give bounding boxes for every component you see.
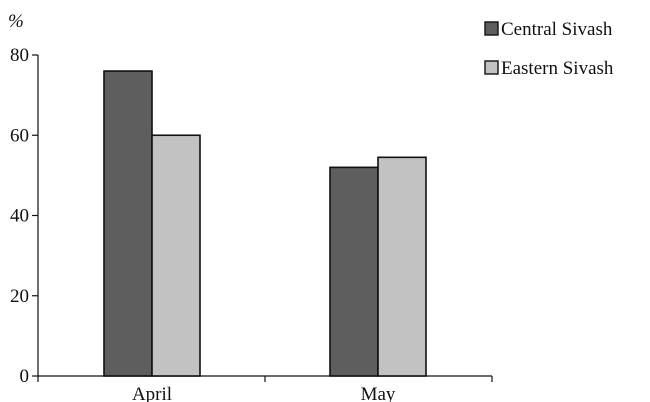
legend-swatch-eastern-sivash [484,60,499,75]
bar-central-sivash-may [329,166,379,377]
bars [103,70,427,377]
bar-central-sivash-april [103,70,153,377]
legend-label-eastern-sivash: Eastern Sivash [501,58,614,79]
bar-eastern-sivash-may [377,156,427,377]
legend-label-central-sivash: Central Sivash [501,19,613,40]
y-axis-unit-label: % [8,11,24,32]
bar-eastern-sivash-april [151,134,201,377]
x-axis: April May [37,375,493,402]
y-axis: 0 20 40 60 80 [10,45,39,387]
legend: Central Sivash Eastern Sivash [484,19,614,79]
y-tick-label: 40 [10,206,29,227]
x-tick-label: May [361,384,396,402]
y-tick-label: 60 [10,125,29,146]
legend-swatch-central-sivash [484,21,499,36]
y-tick-label: 0 [20,366,30,387]
x-tick-label: April [132,384,172,402]
y-tick-label: 20 [10,286,29,307]
y-tick-label: 80 [10,45,29,66]
